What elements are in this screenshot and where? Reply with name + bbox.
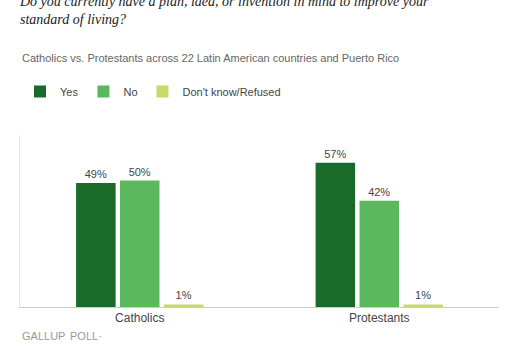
svg-text:No: No — [123, 86, 137, 98]
svg-text:1%: 1% — [415, 289, 431, 301]
svg-text:Yes: Yes — [60, 86, 78, 98]
svg-text:GALLUP: GALLUP — [22, 330, 65, 342]
svg-text:Catholics: Catholics — [115, 311, 164, 325]
svg-text:POLL·: POLL· — [70, 330, 102, 342]
svg-text:50%: 50% — [129, 166, 151, 178]
svg-text:Don't know/Refused: Don't know/Refused — [183, 86, 281, 98]
svg-text:Protestants: Protestants — [349, 311, 410, 325]
svg-text:Do you currently have a plan,: Do you currently have a plan, idea, or i… — [19, 0, 429, 27]
svg-text:1%: 1% — [176, 289, 192, 301]
svg-text:Catholics vs. Protestants acro: Catholics vs. Protestants across 22 Lati… — [22, 52, 399, 64]
svg-text:49%: 49% — [85, 168, 107, 180]
svg-text:57%: 57% — [324, 148, 346, 160]
svg-text:42%: 42% — [368, 186, 390, 198]
